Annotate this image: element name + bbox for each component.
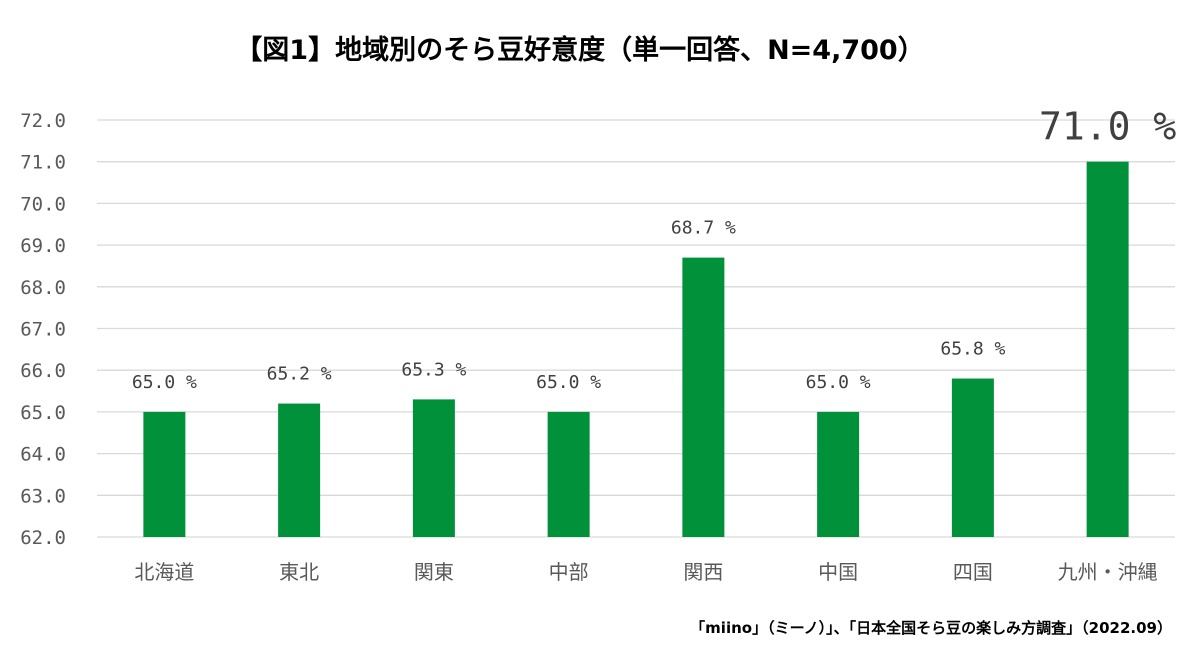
data-label: 65.2 % — [267, 364, 332, 385]
x-tick-label: 中国 — [818, 560, 858, 584]
data-label: 71.0 % — [1039, 105, 1176, 149]
x-tick-label: 北海道 — [134, 560, 194, 584]
y-tick-label: 63.0 — [20, 485, 66, 507]
y-tick-label: 65.0 — [20, 402, 66, 424]
y-tick-label: 71.0 — [20, 152, 66, 174]
data-label: 65.8 % — [940, 339, 1005, 360]
bar — [143, 411, 186, 537]
y-tick-label: 64.0 — [20, 444, 66, 466]
bar — [951, 378, 994, 537]
x-tick-label: 関東 — [414, 560, 454, 584]
bar — [1086, 161, 1129, 537]
y-tick-label: 69.0 — [20, 235, 66, 257]
bar — [278, 403, 321, 537]
x-tick-label: 中部 — [549, 560, 589, 584]
y-tick-label: 70.0 — [20, 193, 66, 215]
bar — [682, 257, 725, 537]
y-tick-label: 67.0 — [20, 319, 66, 341]
data-label: 68.7 % — [671, 218, 736, 239]
bar — [817, 411, 860, 537]
chart-title: 【図1】地域別のそら豆好意度（単一回答、N=4,700） — [235, 35, 925, 66]
x-tick-label: 東北 — [279, 560, 319, 584]
y-tick-label: 72.0 — [20, 110, 66, 132]
y-tick-label: 62.0 — [20, 527, 66, 549]
data-label: 65.3 % — [401, 359, 466, 380]
data-label: 65.0 % — [132, 372, 197, 393]
source-note: 「miino」（ミーノ）」、「日本全国そら豆の楽しみ方調査」（2022.09） — [690, 619, 1172, 637]
x-tick-label: 四国 — [953, 560, 993, 584]
data-label: 65.0 % — [536, 372, 601, 393]
y-tick-label: 68.0 — [20, 277, 66, 299]
y-tick-label: 66.0 — [20, 360, 66, 382]
x-tick-label: 関西 — [683, 560, 723, 584]
bar — [412, 399, 455, 537]
bar — [547, 411, 590, 537]
data-label: 65.0 % — [806, 372, 871, 393]
x-tick-label: 九州・沖縄 — [1058, 560, 1158, 584]
